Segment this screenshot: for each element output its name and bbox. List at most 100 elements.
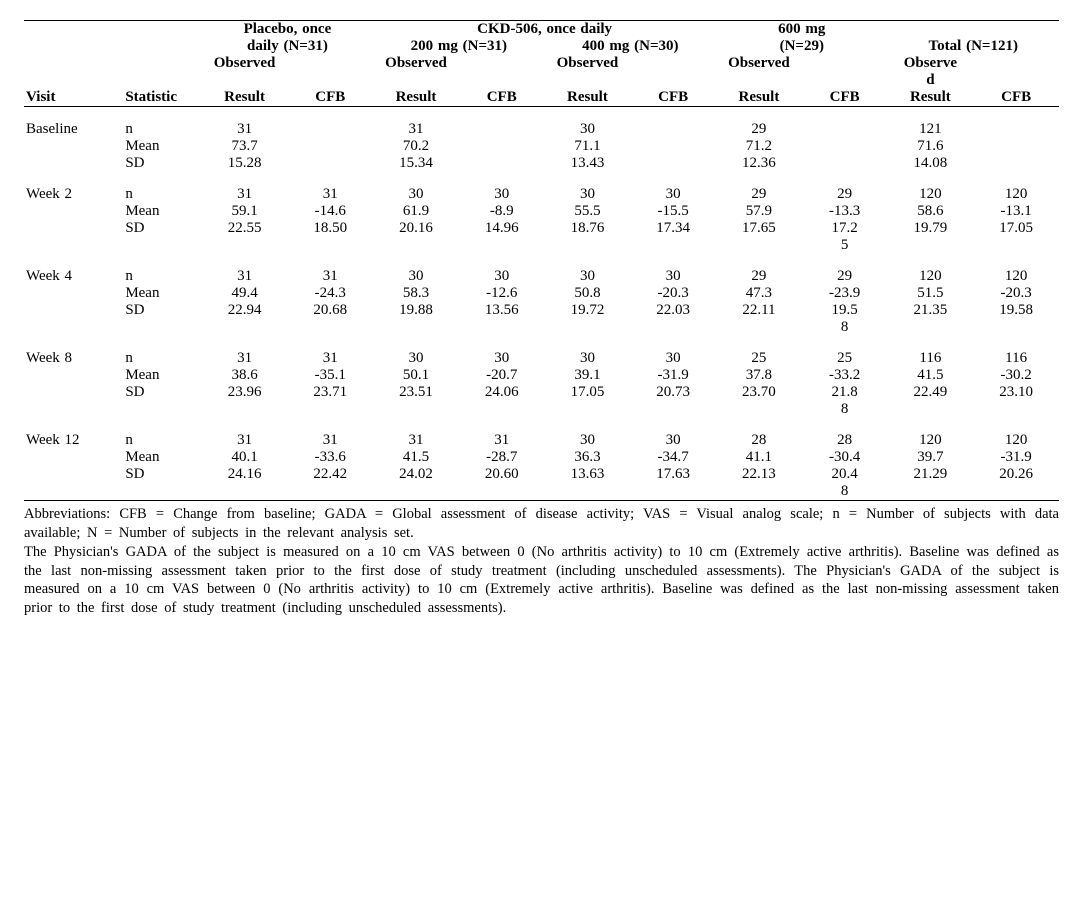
- data-cell: 23.71: [287, 384, 373, 401]
- data-cell: 23.96: [202, 384, 288, 401]
- data-cell: -13.3: [802, 203, 888, 220]
- visit-cell: [24, 466, 123, 483]
- data-cell: 61.9: [373, 203, 459, 220]
- statistic-cell: SD: [123, 302, 201, 319]
- data-cell: -13.1: [973, 203, 1059, 220]
- table-row: Mean38.6-35.150.1-20.739.1-31.937.8-33.2…: [24, 367, 1059, 384]
- data-cell: 41.5: [373, 449, 459, 466]
- data-cell: 22.13: [716, 466, 802, 483]
- table-row-wrap: 8: [24, 319, 1059, 336]
- data-cell: 23.70: [716, 384, 802, 401]
- data-cell: 30: [459, 186, 545, 203]
- data-cell: -12.6: [459, 285, 545, 302]
- data-cell-wrap: 8: [802, 319, 888, 336]
- data-cell: [802, 155, 888, 172]
- statistic-cell: Mean: [123, 367, 201, 384]
- header-placebo: Placebo, once: [202, 21, 373, 39]
- table-header: Placebo, once CKD-506, once daily 600 mg…: [24, 21, 1059, 107]
- data-cell: 58.3: [373, 285, 459, 302]
- data-cell: -30.4: [802, 449, 888, 466]
- data-cell: 17.34: [630, 220, 716, 237]
- data-cell: [459, 121, 545, 138]
- statistic-cell: SD: [123, 466, 201, 483]
- data-cell: 23.51: [373, 384, 459, 401]
- data-cell: 39.1: [545, 367, 631, 384]
- table-row: SD15.2815.3413.4312.3614.08: [24, 155, 1059, 172]
- statistic-cell: SD: [123, 220, 201, 237]
- header-ckd506: CKD-506, once daily: [373, 21, 716, 39]
- data-cell: [630, 155, 716, 172]
- data-cell: 24.02: [373, 466, 459, 483]
- data-cell: 121: [888, 121, 974, 138]
- statistic-cell: SD: [123, 384, 201, 401]
- data-cell: 22.49: [888, 384, 974, 401]
- visit-cell: [24, 302, 123, 319]
- table-row: SD22.5518.5020.1614.9618.7617.3417.6517.…: [24, 220, 1059, 237]
- data-cell: 41.1: [716, 449, 802, 466]
- data-cell: 19.5: [802, 302, 888, 319]
- data-cell: 120: [888, 432, 974, 449]
- data-cell: 30: [545, 268, 631, 285]
- data-cell: 14.96: [459, 220, 545, 237]
- data-cell: 15.28: [202, 155, 288, 172]
- data-cell: 17.05: [545, 384, 631, 401]
- data-cell: [287, 138, 373, 155]
- data-cell: 30: [545, 186, 631, 203]
- visit-cell: [24, 384, 123, 401]
- data-cell: 13.63: [545, 466, 631, 483]
- header-600mg-a: 600 mg: [716, 21, 887, 39]
- visit-cell: [24, 138, 123, 155]
- footnote-text: Abbreviations: CFB = Change from baselin…: [24, 500, 1059, 618]
- data-cell: 17.2: [802, 220, 888, 237]
- data-cell: [630, 121, 716, 138]
- statistic-cell: n: [123, 121, 201, 138]
- data-cell: 30: [373, 268, 459, 285]
- statistic-cell: SD: [123, 155, 201, 172]
- data-cell: 29: [716, 186, 802, 203]
- data-cell: 31: [202, 432, 288, 449]
- data-cell: -24.3: [287, 285, 373, 302]
- header-600mg-b: (N=29): [716, 38, 887, 55]
- data-cell: 31: [202, 268, 288, 285]
- visit-cell: [24, 203, 123, 220]
- data-cell: -23.9: [802, 285, 888, 302]
- header-observe-wrap: Observed: [888, 55, 974, 89]
- data-cell: 25: [716, 350, 802, 367]
- table-row: SD23.9623.7123.5124.0617.0520.7323.7021.…: [24, 384, 1059, 401]
- data-cell: 31: [287, 350, 373, 367]
- data-cell: 30: [373, 350, 459, 367]
- data-cell: 12.36: [716, 155, 802, 172]
- data-cell: [973, 138, 1059, 155]
- data-cell: [973, 121, 1059, 138]
- visit-cell: [24, 449, 123, 466]
- data-cell: -14.6: [287, 203, 373, 220]
- header-statistic: Statistic: [123, 89, 201, 107]
- table-row: Mean59.1-14.661.9-8.955.5-15.557.9-13.35…: [24, 203, 1059, 220]
- data-cell: 13.56: [459, 302, 545, 319]
- table-row: Week 12n3131313130302828120120: [24, 432, 1059, 449]
- data-cell: 20.16: [373, 220, 459, 237]
- data-cell: 120: [973, 186, 1059, 203]
- data-cell: 22.42: [287, 466, 373, 483]
- data-cell: 30: [545, 121, 631, 138]
- table-row: Baselinen31313029121: [24, 121, 1059, 138]
- data-cell: 17.65: [716, 220, 802, 237]
- table-row-wrap: 8: [24, 483, 1059, 500]
- data-cell: -33.2: [802, 367, 888, 384]
- visit-cell: [24, 285, 123, 302]
- data-cell: 120: [973, 432, 1059, 449]
- data-cell: 19.72: [545, 302, 631, 319]
- data-cell: 22.03: [630, 302, 716, 319]
- data-cell: [459, 138, 545, 155]
- statistic-cell: n: [123, 186, 201, 203]
- data-cell: 51.5: [888, 285, 974, 302]
- data-cell: 17.63: [630, 466, 716, 483]
- data-cell: 31: [373, 121, 459, 138]
- data-cell-wrap: 8: [802, 483, 888, 500]
- data-cell: [459, 155, 545, 172]
- data-cell: 25: [802, 350, 888, 367]
- data-cell: 57.9: [716, 203, 802, 220]
- header-200mg: 200 mg (N=31): [373, 38, 544, 55]
- table-row: Week 4n3131303030302929120120: [24, 268, 1059, 285]
- data-cell: 71.6: [888, 138, 974, 155]
